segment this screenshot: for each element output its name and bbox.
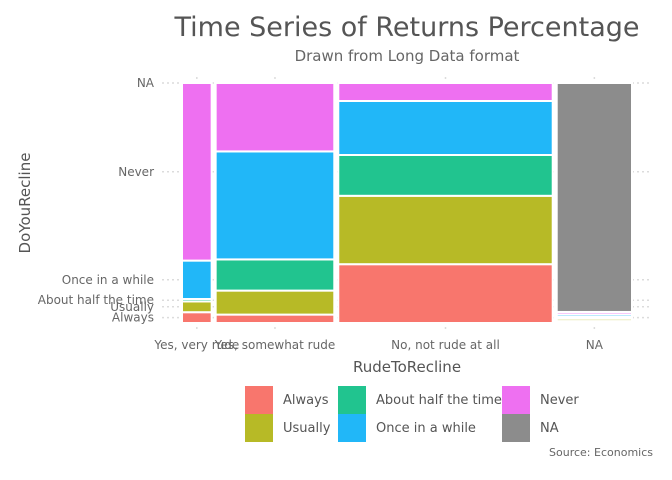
tile-no-not-rude-at-all-always — [337, 263, 554, 325]
legend-swatch-na — [502, 414, 530, 442]
chart-subtitle: Drawn from Long Data format — [295, 47, 520, 65]
legend: Always About half the time Never Usually Onc… — [245, 386, 579, 442]
y-axis-title: DoYouRecline — [16, 153, 34, 254]
x-tick-label-no-not-rude-at-all: No, not rude at all — [391, 338, 500, 352]
y-tick-label-always: Always — [112, 311, 154, 325]
legend-swatch-never — [502, 386, 530, 414]
legend-label-once-in-a-while: Once in a while — [376, 421, 476, 436]
y-tick-label-once-in-a-while: Once in a while — [62, 273, 154, 287]
y-tick-label-usually: Usually — [110, 300, 154, 314]
legend-label-never: Never — [540, 393, 579, 408]
chart-title: Time Series of Returns Percentage — [173, 12, 639, 43]
x-axis-title: RudeToRecline — [353, 358, 461, 376]
tile-yes-very-rude-never — [181, 82, 213, 262]
x-tick-label-na: NA — [586, 338, 604, 352]
x-tick-label-yes-somewhat-rude: Yes, somewhat rude — [214, 338, 336, 352]
tile-yes-somewhat-rude-always — [214, 313, 336, 325]
x-tick-label-yes-very-rude: Yes, very rude — [153, 338, 239, 352]
legend-swatch-once-in-a-while — [338, 414, 366, 442]
legend-label-always: Always — [283, 393, 329, 408]
tile-no-not-rude-at-all-never — [337, 82, 554, 102]
legend-label-about-half-the-time: About half the time — [376, 393, 502, 408]
legend-label-usually: Usually — [283, 421, 331, 436]
tile-yes-very-rude-once-in-a-while — [181, 259, 213, 301]
legend-swatch-always — [245, 386, 273, 414]
tile-no-not-rude-at-all-about-half-the-time — [337, 154, 554, 197]
tile-yes-somewhat-rude-usually — [214, 289, 336, 316]
tile-yes-very-rude-usually — [181, 300, 213, 314]
tile-yes-somewhat-rude-once-in-a-while — [214, 150, 336, 261]
legend-swatch-usually — [245, 414, 273, 442]
tile-yes-very-rude-always — [181, 311, 213, 325]
y-tick-label-about-half-the-time: About half the time — [38, 293, 154, 307]
tile-no-not-rude-at-all-usually — [337, 194, 554, 266]
tile-yes-somewhat-rude-never — [214, 82, 336, 153]
y-tick-label-na: NA — [137, 76, 155, 90]
tile-na-na — [555, 82, 633, 313]
plot-area — [181, 82, 633, 325]
legend-label-na: NA — [540, 421, 559, 436]
tile-no-not-rude-at-all-once-in-a-while — [337, 100, 554, 156]
y-tick-label-never: Never — [118, 165, 154, 179]
chart-caption: Source: Economics — [549, 446, 653, 459]
legend-swatch-about-half-the-time — [338, 386, 366, 414]
tile-yes-somewhat-rude-about-half-the-time — [214, 258, 336, 292]
